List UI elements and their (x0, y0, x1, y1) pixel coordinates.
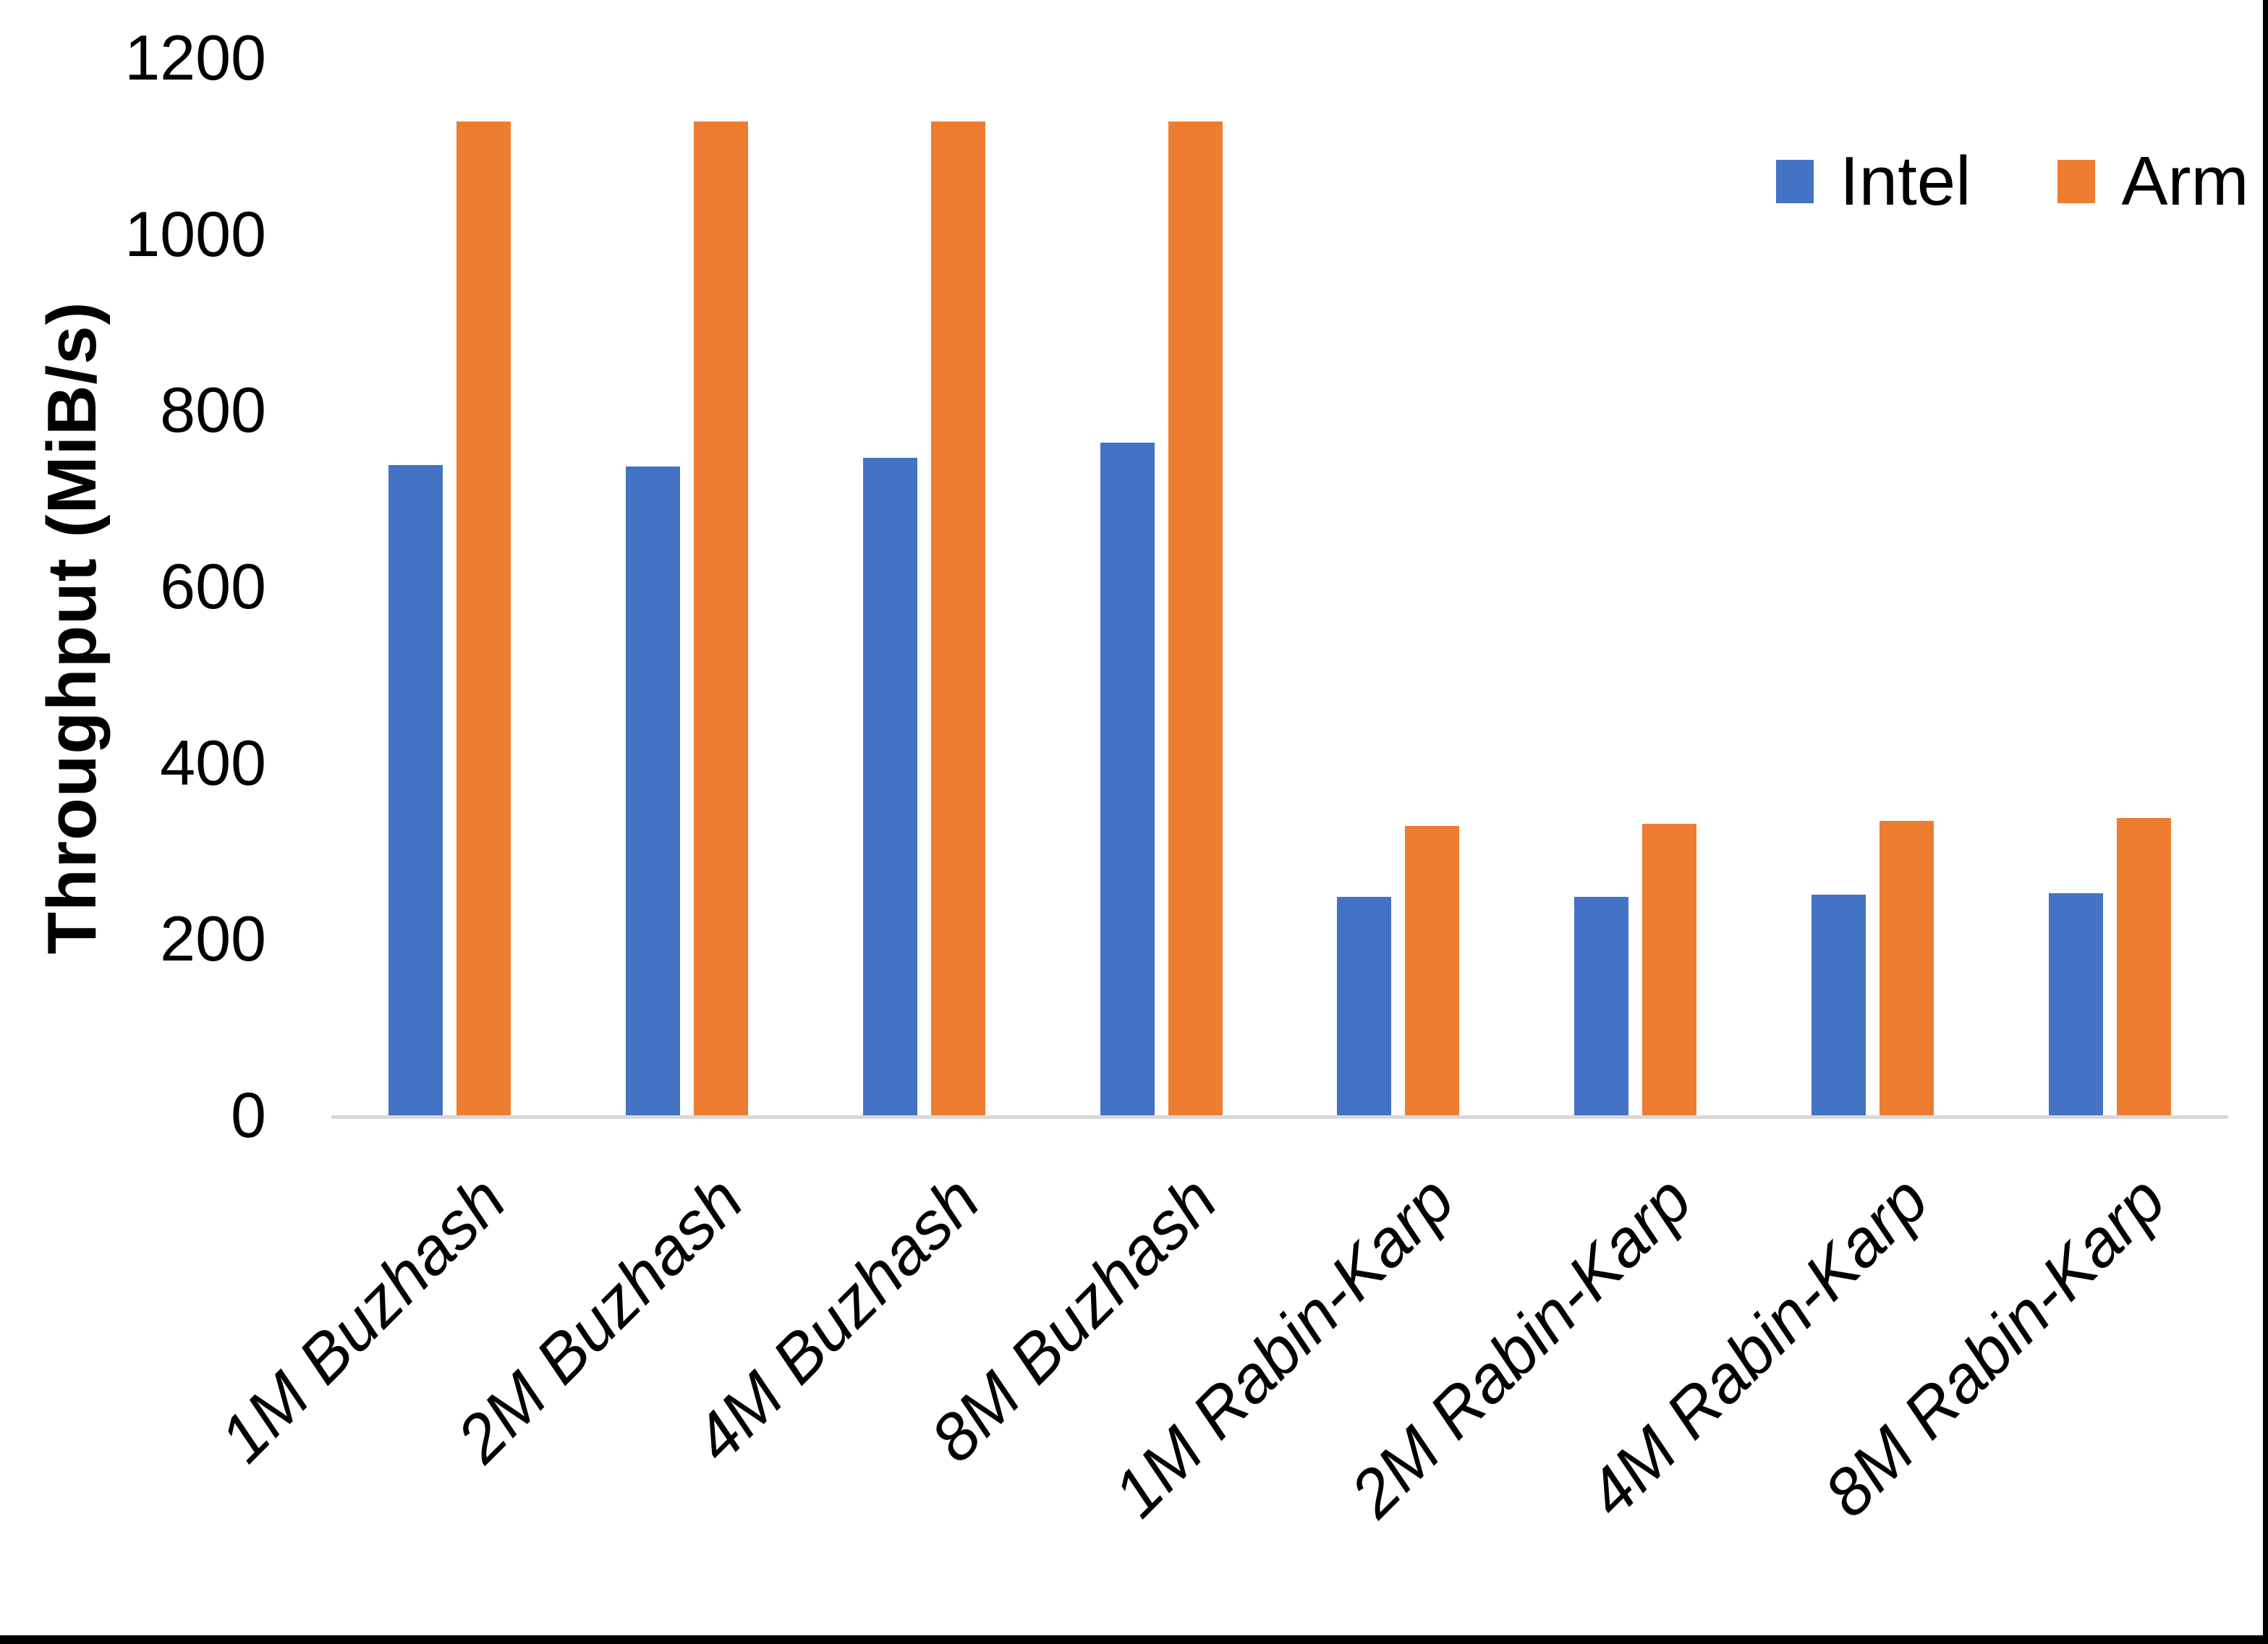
bar-intel-4m-rabin-karp (1811, 895, 1866, 1115)
legend-item-intel: Intel (1776, 142, 1971, 221)
y-tick-label-200: 200 (160, 903, 266, 975)
y-tick-label-400: 400 (160, 726, 266, 798)
legend-swatch-arm-icon (2057, 160, 2096, 203)
bar-intel-8m-buzhash (1100, 443, 1155, 1115)
bar-arm-1m-buzhash (456, 121, 511, 1115)
bar-intel-2m-buzhash (626, 467, 681, 1115)
bar-arm-4m-rabin-karp (1879, 821, 1934, 1115)
x-axis-line (331, 1115, 2228, 1119)
bar-intel-4m-buzhash (862, 458, 917, 1115)
y-tick-label-0: 0 (231, 1079, 266, 1151)
bar-arm-8m-rabin-karp (2116, 818, 2171, 1115)
bar-arm-1m-rabin-karp (1405, 826, 1460, 1115)
legend-swatch-intel-icon (1776, 160, 1814, 203)
bar-arm-4m-buzhash (930, 121, 985, 1115)
bar-arm-2m-buzhash (694, 121, 749, 1115)
bar-intel-1m-rabin-karp (1337, 896, 1392, 1115)
window-border-bottom (0, 1635, 2268, 1644)
legend-item-arm: Arm (2057, 142, 2248, 221)
y-tick-label-600: 600 (160, 550, 266, 622)
y-tick-label-1000: 1000 (124, 197, 266, 270)
bar-intel-2m-rabin-karp (1574, 896, 1629, 1115)
y-tick-label-1200: 1200 (124, 22, 266, 93)
bar-arm-2m-rabin-karp (1642, 823, 1697, 1115)
bar-intel-8m-rabin-karp (2048, 893, 2103, 1115)
bar-intel-1m-buzhash (388, 464, 443, 1115)
bar-arm-8m-buzhash (1168, 121, 1223, 1115)
y-tick-label-800: 800 (160, 374, 266, 446)
legend-label-arm: Arm (2121, 142, 2249, 220)
window-border-right (2263, 0, 2268, 1644)
legend: Intel Arm (1776, 142, 2248, 221)
legend-label-intel: Intel (1840, 142, 1971, 220)
